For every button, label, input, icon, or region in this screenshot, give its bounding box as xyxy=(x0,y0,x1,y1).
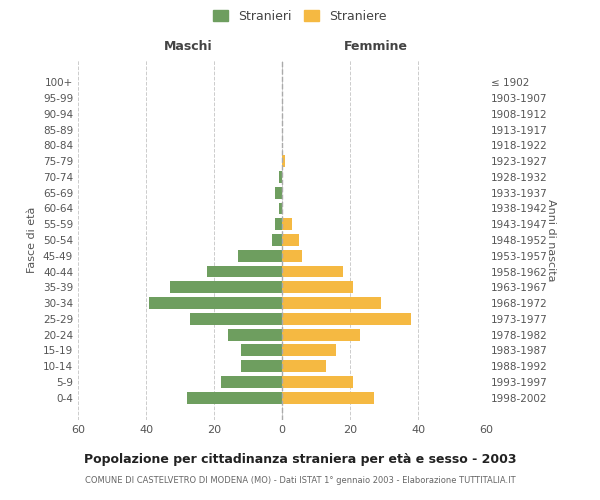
Bar xyxy=(241,360,282,372)
Y-axis label: Fasce di età: Fasce di età xyxy=(28,207,37,273)
Bar xyxy=(282,313,411,325)
Text: COMUNE DI CASTELVETRO DI MODENA (MO) - Dati ISTAT 1° gennaio 2003 - Elaborazione: COMUNE DI CASTELVETRO DI MODENA (MO) - D… xyxy=(85,476,515,485)
Bar xyxy=(241,344,282,356)
Y-axis label: Anni di nascita: Anni di nascita xyxy=(546,198,556,281)
Bar xyxy=(170,282,282,293)
Bar xyxy=(275,218,282,230)
Bar xyxy=(149,297,282,309)
Bar xyxy=(282,392,374,404)
Bar xyxy=(282,266,343,278)
Bar xyxy=(282,282,353,293)
Bar xyxy=(272,234,282,246)
Bar xyxy=(282,344,337,356)
Bar xyxy=(282,155,286,167)
Bar xyxy=(278,202,282,214)
Bar xyxy=(282,360,326,372)
Bar xyxy=(282,218,292,230)
Bar xyxy=(278,171,282,183)
Bar xyxy=(238,250,282,262)
Bar xyxy=(282,376,353,388)
Bar xyxy=(221,376,282,388)
Bar xyxy=(282,328,360,340)
Text: Femmine: Femmine xyxy=(344,40,408,53)
Bar xyxy=(282,297,380,309)
Text: Popolazione per cittadinanza straniera per età e sesso - 2003: Popolazione per cittadinanza straniera p… xyxy=(84,452,516,466)
Text: Maschi: Maschi xyxy=(164,40,212,53)
Bar xyxy=(190,313,282,325)
Bar xyxy=(275,187,282,198)
Bar xyxy=(187,392,282,404)
Bar xyxy=(282,234,299,246)
Bar xyxy=(207,266,282,278)
Legend: Stranieri, Straniere: Stranieri, Straniere xyxy=(209,6,391,26)
Bar xyxy=(282,250,302,262)
Bar xyxy=(227,328,282,340)
